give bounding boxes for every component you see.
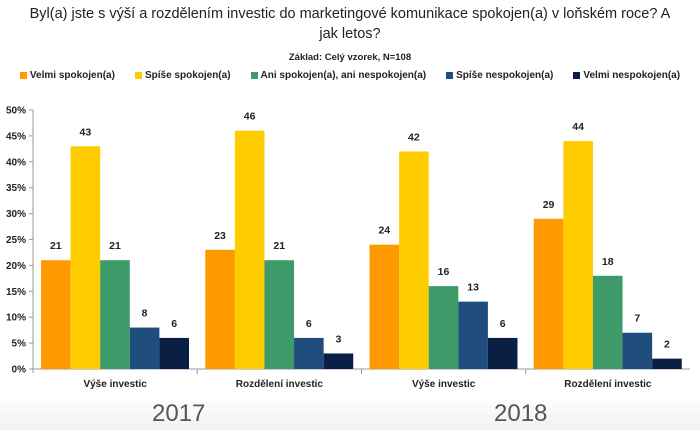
y-tick-label: 25% [6, 235, 26, 246]
bar [458, 301, 488, 369]
legend-label: Velmi spokojen(a) [29, 70, 115, 81]
data-label: 18 [602, 256, 614, 268]
data-label: 44 [572, 121, 584, 133]
bar [652, 358, 682, 369]
data-label: 6 [306, 318, 312, 330]
bar [592, 275, 623, 369]
data-label: 46 [244, 111, 256, 123]
legend-swatch [446, 72, 454, 79]
bar [264, 260, 295, 369]
data-label: 6 [500, 318, 506, 330]
legend-label: Ani spokojen(a), ani nespokojen(a) [260, 70, 427, 81]
legend-swatch [134, 72, 142, 79]
legend-item: Velmi spokojen(a) [19, 70, 115, 81]
category-label: Rozdělení investic [564, 379, 652, 390]
bar [100, 260, 130, 369]
data-label: 42 [408, 131, 420, 143]
bar [70, 146, 101, 369]
data-label: 6 [171, 318, 177, 330]
bar [205, 249, 235, 369]
data-label: 43 [80, 126, 92, 138]
y-tick-label: 40% [6, 157, 26, 168]
y-tick-label: 10% [6, 313, 26, 324]
bar [563, 141, 593, 369]
category-label: Rozdělení investic [236, 379, 324, 390]
data-label: 2 [664, 339, 670, 351]
y-tick-label: 20% [6, 261, 26, 272]
chart-subtitle: Základ: Celý vzorek, N=108 [288, 52, 412, 63]
legend: Velmi spokojen(a) Spíše spokojen(a) Ani sp… [0, 70, 700, 81]
category-label: Výše investic [83, 379, 147, 390]
bar [622, 332, 653, 369]
legend-item: Ani spokojen(a), ani nespokojen(a) [250, 70, 427, 81]
data-label: 3 [336, 333, 342, 345]
data-label: 23 [214, 230, 226, 242]
legend-label: Spíše spokojen(a) [144, 70, 231, 81]
bar [487, 337, 518, 369]
data-label: 7 [634, 313, 640, 325]
y-tick-label: 5% [12, 339, 27, 350]
bar [294, 337, 324, 369]
background-band [0, 396, 700, 430]
bar [159, 337, 189, 369]
y-tick-label: 35% [6, 183, 26, 194]
y-tick-label: 50% [6, 106, 26, 117]
y-tick-label: 15% [6, 287, 26, 298]
legend-item: Spíše spokojen(a) [134, 70, 231, 81]
data-label: 16 [438, 266, 450, 278]
data-label: 21 [109, 240, 121, 252]
category-label: Výše investic [412, 379, 476, 390]
chart-title: Byl(a) jste s výší a rozdělením investic… [29, 6, 671, 42]
y-tick-label: 45% [6, 131, 26, 142]
bar [428, 286, 459, 369]
legend-swatch [250, 72, 258, 79]
legend-item: Velmi nespokojen(a) [573, 70, 680, 81]
data-label: 21 [273, 240, 285, 252]
data-label: 29 [543, 199, 555, 211]
y-tick-label: 0% [12, 365, 27, 376]
year-label-2017: 2017 [152, 400, 206, 427]
data-label: 24 [378, 225, 390, 237]
bar [129, 327, 160, 369]
bar [399, 151, 429, 369]
legend-swatch [19, 72, 27, 79]
bar [234, 130, 265, 369]
legend-label: Velmi nespokojen(a) [583, 70, 681, 81]
legend-swatch [573, 72, 581, 79]
y-tick-label: 30% [6, 209, 26, 220]
data-label: 21 [50, 240, 62, 252]
bar [369, 244, 400, 369]
bar [323, 353, 354, 369]
bar [533, 218, 564, 369]
bar [41, 260, 71, 369]
data-label: 13 [467, 282, 479, 294]
legend-label: Spíše nespokojen(a) [456, 70, 554, 81]
legend-item: Spíše nespokojen(a) [446, 70, 553, 81]
year-label-2018: 2018 [494, 400, 548, 427]
data-label: 8 [142, 308, 148, 320]
